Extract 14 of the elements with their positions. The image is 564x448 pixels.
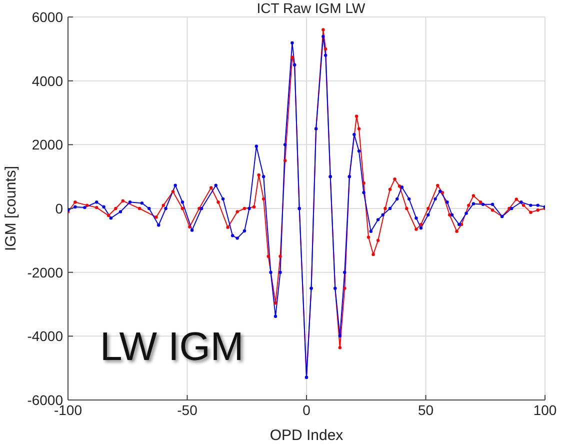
y-tick-label: 2000 — [32, 136, 64, 153]
annotation: LW IGM — [100, 325, 244, 370]
chart-title: ICT Raw IGM LW — [256, 0, 366, 16]
y-tick-label: -2000 — [27, 264, 64, 280]
y-tick-label: 0 — [55, 200, 64, 216]
y-tick-label: 6000 — [32, 8, 64, 25]
y-tick-label: -4000 — [27, 328, 64, 344]
x-tick-label: 0 — [302, 402, 311, 418]
x-tick-label: 100 — [533, 402, 557, 418]
x-axis-title: OPD Index — [270, 427, 344, 444]
x-tick-label: -50 — [177, 402, 198, 418]
y-tick-label: 4000 — [32, 72, 64, 89]
y-axis-title: IGM [counts] — [2, 166, 20, 252]
x-tick-label: 50 — [418, 402, 434, 418]
